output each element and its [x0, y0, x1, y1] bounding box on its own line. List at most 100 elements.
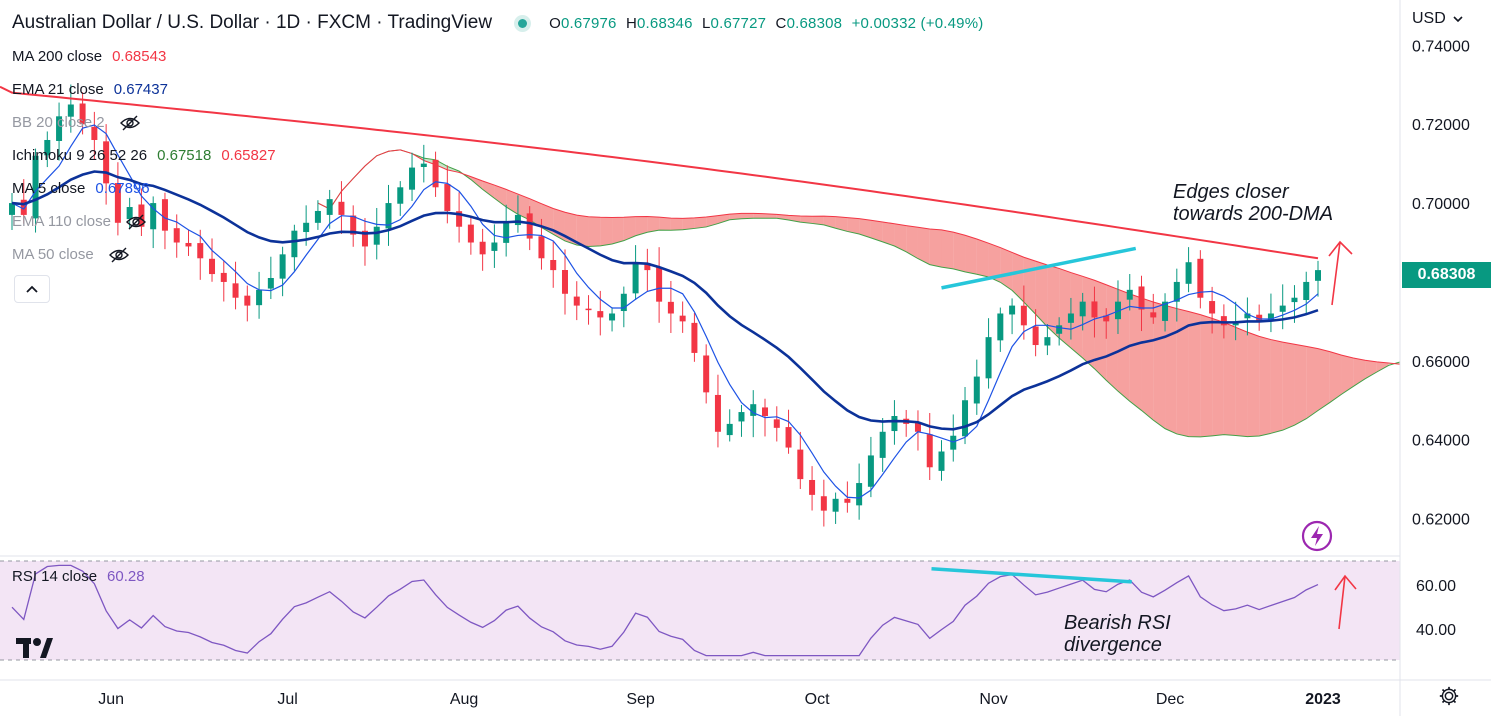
candle: [397, 181, 404, 216]
cloud-segment-bear: [612, 217, 624, 245]
rsi-plot[interactable]: [0, 560, 1400, 661]
moving-averages: [0, 85, 1319, 499]
legend-ichimoku[interactable]: Ichimoku 9 26 52 26 0.67518 0.65827: [12, 147, 276, 164]
cloud-segment-bear: [682, 217, 695, 230]
candle-body: [503, 222, 510, 243]
candle: [44, 131, 51, 168]
candle-body: [703, 355, 710, 393]
cloud-segment-bear: [1047, 265, 1060, 339]
cloud-segment-bear: [1270, 339, 1283, 434]
candle-body: [491, 242, 498, 251]
gear-icon[interactable]: [1438, 685, 1460, 707]
cloud-segment-bear: [929, 229, 942, 268]
candle-body: [1267, 313, 1274, 321]
eye-crossed-icon[interactable]: [108, 247, 130, 263]
candle-body: [879, 431, 886, 458]
candle-body: [561, 270, 568, 294]
candle: [514, 195, 521, 233]
candle: [656, 247, 663, 323]
legend-ma5[interactable]: MA 5 close 0.67896: [12, 180, 150, 197]
collapse-legend-button[interactable]: [14, 275, 50, 303]
candle: [950, 414, 957, 462]
candle: [161, 192, 168, 250]
rsi-axis[interactable]: 60.00 40.00: [1416, 578, 1456, 639]
cloud-segment-bear: [1070, 272, 1083, 358]
candle-body: [373, 226, 380, 245]
cloud-segment-bear: [941, 229, 954, 269]
cloud-segment-bear: [800, 216, 813, 224]
symbol-title[interactable]: Australian Dollar / U.S. Dollar · 1D · F…: [12, 12, 493, 33]
candle: [1173, 268, 1180, 322]
cloud-segment-bear: [1235, 327, 1248, 437]
eye-crossed-icon[interactable]: [125, 214, 147, 230]
cloud-segment-bear: [1341, 355, 1354, 395]
candle: [1315, 260, 1321, 297]
candle-body: [797, 449, 804, 480]
candle: [1044, 324, 1051, 356]
candle: [1056, 317, 1063, 346]
candle-body: [973, 376, 980, 404]
legend-ma200[interactable]: MA 200 close 0.68543: [12, 48, 167, 65]
candle-body: [232, 283, 239, 298]
candle-body: [326, 199, 333, 215]
cloud-segment-bear: [741, 213, 754, 219]
candle-body: [103, 141, 110, 184]
cloud-segment-bear: [670, 218, 683, 231]
legend-ema110[interactable]: EMA 110 close: [12, 213, 147, 230]
rsi-tick-label: 60.00: [1416, 578, 1456, 595]
candle-body: [773, 419, 780, 428]
legend-bb20[interactable]: BB 20 close 2: [12, 114, 141, 131]
price-plot[interactable]: [0, 0, 1401, 556]
candle-body: [585, 308, 592, 311]
candle: [667, 280, 674, 333]
candle: [867, 436, 874, 498]
candle: [432, 151, 439, 197]
lightning-icon[interactable]: [1300, 519, 1334, 553]
trendlines: [941, 246, 1137, 290]
legend-rsi[interactable]: RSI 14 close 60.28: [12, 568, 145, 585]
leading-span-a: [317, 149, 1401, 438]
candle-body: [91, 126, 98, 140]
candle: [926, 413, 933, 481]
market-status-icon: [518, 18, 528, 28]
candle-body: [9, 203, 15, 215]
legend-ma50[interactable]: MA 50 close: [12, 246, 130, 263]
eye-crossed-icon[interactable]: [119, 115, 141, 131]
candle-body: [279, 254, 286, 279]
cloud-segment-bear: [1247, 332, 1260, 437]
candle-body: [644, 262, 651, 271]
legend-ema21[interactable]: EMA 21 close 0.67437: [12, 81, 168, 98]
candle-body: [350, 215, 357, 235]
candle-body: [762, 407, 769, 417]
candle-body: [1162, 301, 1169, 321]
tradingview-logo-icon[interactable]: [14, 632, 54, 662]
cloud-segment-bear: [1376, 361, 1389, 372]
candle: [1103, 308, 1110, 339]
candle: [56, 102, 63, 161]
cloud-segment-bear: [988, 243, 1001, 283]
up-arrow-rsi: [1334, 574, 1357, 630]
cloud-segment-bear: [729, 213, 742, 220]
chart-header: Australian Dollar / U.S. Dollar · 1D · F…: [12, 10, 983, 36]
candle: [220, 260, 227, 302]
cloud-segment-bear: [1294, 344, 1307, 426]
price-divergence-line: [941, 246, 1137, 290]
candle: [1091, 286, 1098, 338]
candle-body: [1256, 314, 1263, 322]
cloud-segment-bear: [1176, 308, 1189, 437]
candle: [67, 84, 74, 133]
candle-body: [1103, 315, 1110, 322]
candle-body: [691, 322, 698, 353]
candle-body: [1291, 297, 1298, 303]
currency-selector[interactable]: USD: [1412, 10, 1464, 28]
candle: [809, 466, 816, 511]
candle: [938, 440, 945, 481]
time-axis[interactable]: Jun Jul Aug Sep Oct Nov Dec 2023: [98, 691, 1341, 708]
candle-body: [1150, 312, 1157, 318]
candle: [1303, 271, 1310, 314]
ma200-line: [0, 85, 1319, 260]
cloud-segment-bear: [1200, 314, 1213, 437]
cloud-segment-bear: [470, 176, 483, 190]
candle-body: [150, 203, 157, 230]
cloud-segment-bear: [847, 217, 860, 235]
